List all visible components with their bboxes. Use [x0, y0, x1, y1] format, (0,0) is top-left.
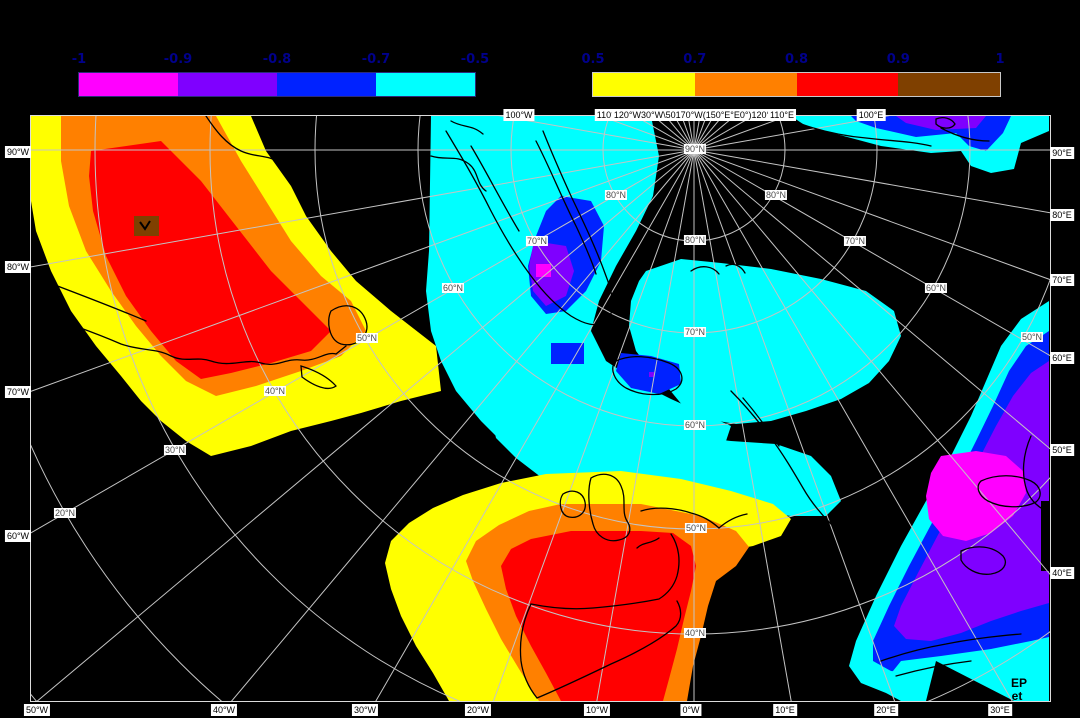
- edge-label-10e: 10°E: [773, 704, 797, 716]
- edge-label-60e: 60°E: [1050, 352, 1074, 364]
- edge-label-0w: 0°W: [680, 704, 702, 716]
- edge-label-10w: 10°W: [583, 704, 611, 716]
- edge-label-30w: 30°W: [351, 704, 379, 716]
- edge-label-70w: 70°W: [4, 386, 32, 398]
- colorbar-segment: [277, 73, 376, 96]
- colorbar-segment: [79, 73, 178, 96]
- edge-label-40e: 40°E: [1050, 567, 1074, 579]
- map-canvas: [30, 115, 1051, 702]
- edge-label-90w: 90°W: [4, 146, 32, 158]
- edge-label-80w: 80°W: [4, 261, 32, 273]
- coastlines: [31, 116, 1048, 699]
- colorbar-tick: 1: [995, 52, 1005, 67]
- colorbar-tick: -0.7: [361, 52, 391, 67]
- base-point-marker: [139, 220, 151, 231]
- edge-label-30e: 30°E: [988, 704, 1012, 716]
- colorbar-tick: 0.5: [581, 52, 605, 67]
- colorbar-segment: [796, 73, 899, 96]
- edge-label-20w: 20°W: [464, 704, 492, 716]
- positive-colorbar: 0.5 0.7 0.8 0.9 1: [581, 52, 1005, 97]
- colorbar-segment: [376, 73, 475, 96]
- colorbar-tick: 0.7: [683, 52, 707, 67]
- edge-label-70e: 70°E: [1050, 274, 1074, 286]
- edge-label-50e: 50°E: [1050, 444, 1074, 456]
- colorbar-segment: [898, 73, 1000, 96]
- colorbar-tick: -0.8: [262, 52, 292, 67]
- colorbar-tick: 0.8: [784, 52, 809, 67]
- edge-label-90e: 90°E: [1050, 147, 1074, 159]
- colorbar-segment: [694, 73, 797, 96]
- negative-colorbar: -1 -0.9 -0.8 -0.7 -0.5: [72, 52, 489, 97]
- edge-label-50w: 50°W: [23, 704, 51, 716]
- colorbar-segment: [593, 73, 695, 96]
- colorbar-tick: -1: [71, 52, 87, 67]
- colorbar-tick: 0.9: [886, 52, 910, 67]
- edge-label-20e: 20°E: [874, 704, 898, 716]
- colorbar-segment: [178, 73, 277, 96]
- contour-regions: [31, 116, 1049, 701]
- edge-label-60w: 60°W: [4, 530, 32, 542]
- colorbar-tick: -0.9: [163, 52, 193, 67]
- edge-label-80e: 80°E: [1050, 209, 1074, 221]
- graticule: [31, 116, 1050, 701]
- edge-label-40w: 40°W: [210, 704, 238, 716]
- colorbar-tick: -0.5: [460, 52, 490, 67]
